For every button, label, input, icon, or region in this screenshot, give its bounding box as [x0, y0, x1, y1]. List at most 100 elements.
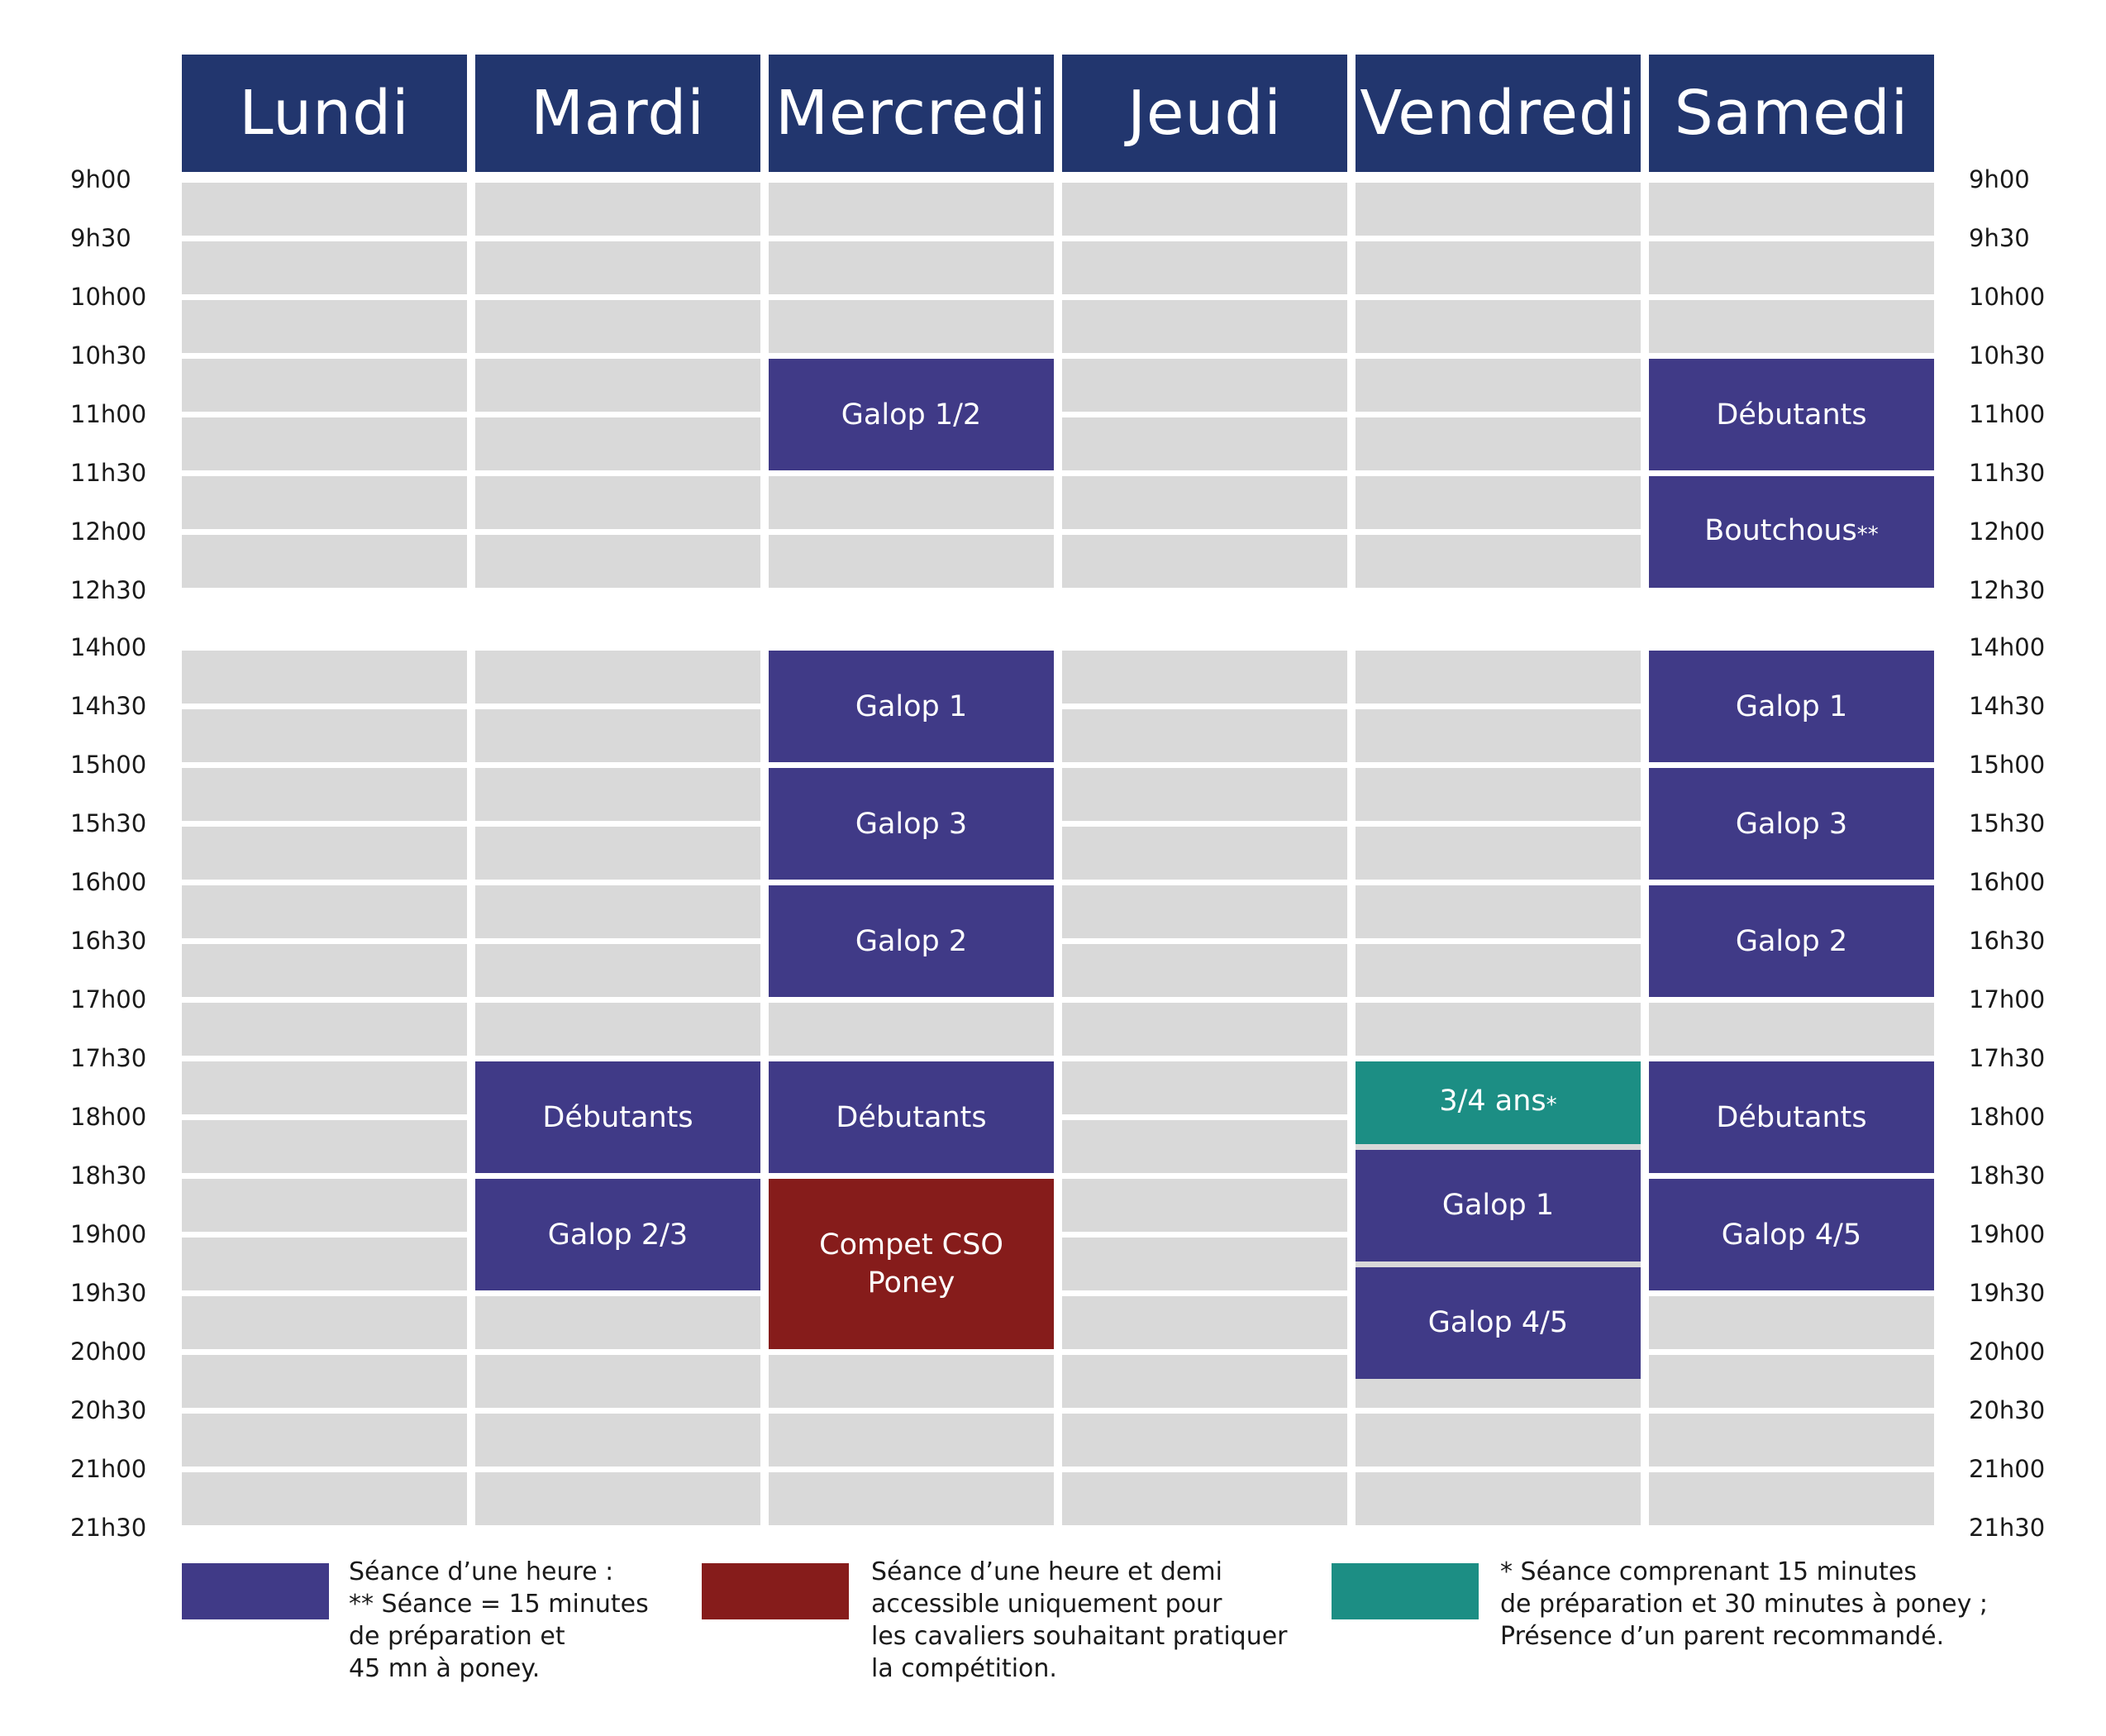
session-block: Galop 1/2: [769, 359, 1054, 470]
time-slot: [1356, 183, 1641, 236]
time-label-left: 15h30: [70, 809, 147, 837]
time-slot: [769, 183, 1054, 236]
time-slot: [182, 1414, 467, 1467]
time-slot: [1356, 651, 1641, 703]
time-label-right: 14h00: [1969, 633, 2046, 661]
time-slot: [769, 476, 1054, 529]
session-block: 3/4 ans*: [1356, 1061, 1641, 1144]
time-slot: [1649, 1296, 1934, 1349]
time-slot: [769, 1003, 1054, 1056]
time-slot: [1062, 1472, 1347, 1525]
time-label-left: 20h00: [70, 1338, 147, 1366]
time-slot: [1356, 1472, 1641, 1525]
legend-line: ** Séance = 15 minutes: [349, 1590, 649, 1619]
time-label-right: 17h00: [1969, 985, 2046, 1013]
session-block: Galop 4/5: [1356, 1266, 1641, 1379]
time-slot: [182, 944, 467, 997]
legend-line: accessible uniquement pour: [871, 1590, 1222, 1619]
session-label: Boutchous**: [1704, 514, 1879, 547]
time-slot: [1356, 944, 1641, 997]
session-label: Galop 1: [855, 689, 968, 723]
time-slot: [1062, 359, 1347, 412]
session-block: Débutants: [1649, 359, 1934, 470]
time-slot: [1062, 241, 1347, 294]
time-slot: [1062, 300, 1347, 353]
time-slot: [475, 417, 760, 470]
time-slot: [475, 300, 760, 353]
time-label-left: 20h30: [70, 1396, 147, 1424]
time-slot: [1062, 944, 1347, 997]
legend-line: 45 mn à poney.: [349, 1654, 541, 1683]
time-label-right: 11h00: [1969, 400, 2046, 428]
time-slot: [182, 1296, 467, 1349]
time-label-left: 19h00: [70, 1220, 147, 1248]
day-header-samedi: Samedi: [1649, 55, 1934, 172]
session-block: Galop 3: [769, 768, 1054, 880]
legend-swatch-short: [1332, 1563, 1479, 1619]
time-slot: [1062, 651, 1347, 703]
time-slot: [1062, 535, 1347, 588]
time-slot: [475, 183, 760, 236]
session-label: Galop 3: [1735, 807, 1848, 841]
time-label-right: 15h30: [1969, 809, 2046, 837]
time-slot: [1062, 709, 1347, 762]
session-label: Galop 4/5: [1427, 1306, 1569, 1339]
legend-text-hour: Séance d’une heure : ** Séance = 15 minut…: [349, 1556, 649, 1685]
legend-text-short: * Séance comprenant 15 minutes de prépara…: [1500, 1556, 1988, 1653]
session-block: Débutants: [769, 1061, 1054, 1173]
legend-text-competition: Séance d’une heure et demi accessible uni…: [871, 1556, 1288, 1685]
time-slot: [769, 241, 1054, 294]
time-label-left: 21h00: [70, 1455, 147, 1483]
legend-swatch-hour: [182, 1563, 329, 1619]
time-slot: [1356, 535, 1641, 588]
time-label-left: 16h30: [70, 927, 147, 955]
time-slot: [1062, 1355, 1347, 1408]
session-label: Galop 1/2: [841, 398, 982, 432]
session-block: Boutchous**: [1649, 476, 1934, 588]
session-label: Débutants: [1716, 398, 1867, 432]
legend-line: Présence d’un parent recommandé.: [1500, 1622, 1945, 1651]
time-slot: [475, 651, 760, 703]
time-slot: [1356, 1414, 1641, 1467]
time-label-left: 16h00: [70, 868, 147, 896]
time-slot: [475, 768, 760, 821]
time-label-left: 19h30: [70, 1279, 147, 1307]
time-slot: [1062, 417, 1347, 470]
session-block: Galop 4/5: [1649, 1179, 1934, 1290]
time-label-right: 18h30: [1969, 1161, 2046, 1190]
time-label-left: 15h00: [70, 751, 147, 779]
time-label-left: 17h30: [70, 1044, 147, 1072]
session-label: Compet CSO Poney: [819, 1228, 1003, 1300]
time-slot: [475, 827, 760, 880]
time-slot: [1356, 768, 1641, 821]
session-block: Compet CSO Poney: [769, 1179, 1054, 1349]
legend-line: de préparation et 30 minutes à poney ;: [1500, 1590, 1988, 1619]
session-label: Galop 2: [1735, 924, 1848, 958]
time-slot: [1062, 1296, 1347, 1349]
time-label-left: 11h00: [70, 400, 147, 428]
time-label-left: 18h00: [70, 1103, 147, 1131]
time-label-left: 14h00: [70, 633, 147, 661]
session-block: Galop 1: [1356, 1149, 1641, 1261]
time-label-left: 10h00: [70, 283, 147, 311]
time-slot: [182, 359, 467, 412]
legend-swatch-competition: [702, 1563, 849, 1619]
time-slot: [182, 1061, 467, 1114]
session-block: Galop 2: [1649, 885, 1934, 997]
time-slot: [475, 476, 760, 529]
time-label-left: 9h30: [70, 224, 131, 252]
time-label-right: 21h00: [1969, 1455, 2046, 1483]
time-slot: [1649, 1003, 1934, 1056]
time-label-right: 17h30: [1969, 1044, 2046, 1072]
time-label-right: 9h30: [1969, 224, 2030, 252]
time-slot: [182, 651, 467, 703]
time-slot: [182, 476, 467, 529]
time-slot: [475, 535, 760, 588]
time-slot: [1356, 885, 1641, 938]
time-slot: [475, 709, 760, 762]
time-slot: [1062, 1179, 1347, 1232]
session-marker: *: [1546, 1093, 1557, 1118]
time-label-left: 11h30: [70, 459, 147, 487]
time-label-left: 12h30: [70, 576, 147, 604]
